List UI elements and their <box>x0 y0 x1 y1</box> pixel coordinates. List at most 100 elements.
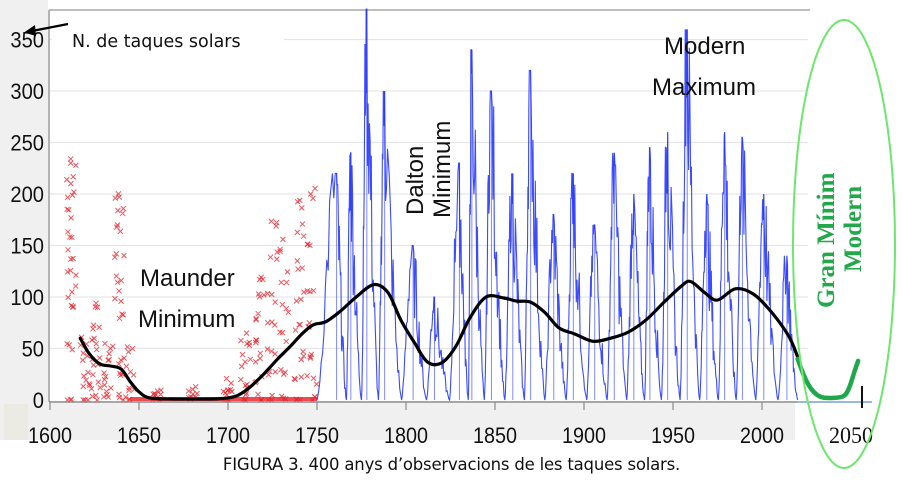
observation-marker <box>120 312 127 318</box>
observation-marker <box>264 290 271 297</box>
observation-marker <box>90 362 97 368</box>
observation-marker <box>73 162 79 169</box>
monthly-line <box>316 8 799 402</box>
x-tick-label: 1600 <box>28 423 72 448</box>
observation-marker <box>67 267 74 274</box>
observation-marker <box>220 388 227 395</box>
observation-marker <box>185 388 192 394</box>
observation-marker <box>247 356 254 363</box>
observation-markers <box>63 156 320 403</box>
observation-marker <box>283 338 290 345</box>
annotation-maunder-line2: Minimum <box>138 306 235 333</box>
observation-marker <box>258 274 265 281</box>
observation-marker <box>243 330 250 336</box>
observation-marker <box>102 340 108 347</box>
observation-marker <box>101 382 108 388</box>
observation-marker <box>106 356 112 363</box>
observation-marker <box>255 391 261 398</box>
observation-marker <box>280 236 286 243</box>
observation-marker <box>225 387 232 393</box>
observation-marker <box>67 156 74 162</box>
observation-marker <box>238 337 244 344</box>
observation-marker <box>115 207 121 214</box>
observation-marker <box>294 229 301 236</box>
observation-marker <box>69 289 75 295</box>
observation-marker <box>310 195 316 202</box>
observation-marker <box>126 385 133 391</box>
observation-marker <box>89 337 95 343</box>
observation-marker <box>284 268 291 275</box>
observation-marker <box>80 373 87 379</box>
observation-marker <box>299 221 306 227</box>
observation-marker <box>298 205 305 211</box>
observation-marker <box>106 350 112 357</box>
observation-marker <box>283 279 290 286</box>
observation-marker <box>123 363 130 370</box>
observation-marker <box>85 369 91 376</box>
observation-marker <box>300 348 306 355</box>
observation-marker <box>298 296 304 303</box>
x-tick-label: 1850 <box>473 423 517 448</box>
observation-marker <box>304 241 311 248</box>
observation-marker <box>117 372 124 379</box>
smoothed-series <box>78 279 800 401</box>
observation-marker <box>269 319 275 325</box>
observation-marker <box>100 393 107 400</box>
observation-marker <box>116 288 122 294</box>
observation-marker <box>273 256 280 263</box>
observation-marker <box>80 350 87 357</box>
observation-marker <box>298 374 305 380</box>
observation-marker <box>102 373 109 380</box>
observation-marker <box>255 291 262 297</box>
monthly-series <box>316 8 799 402</box>
x-tick-label: 1950 <box>651 423 695 448</box>
projection-series <box>795 356 861 401</box>
observation-marker <box>239 351 246 358</box>
observation-marker <box>83 377 89 383</box>
observation-marker <box>273 223 280 229</box>
observation-marker <box>67 234 73 240</box>
observation-marker <box>277 248 283 255</box>
arrow-icon <box>24 22 69 36</box>
x-tick-label: 1900 <box>562 423 606 448</box>
observation-marker <box>253 315 259 322</box>
observation-marker <box>67 160 74 167</box>
observation-marker <box>64 269 71 275</box>
observation-marker <box>268 291 275 298</box>
observation-marker <box>112 195 119 202</box>
projection-line <box>795 356 861 401</box>
x-tick-label: 1800 <box>384 423 428 448</box>
observation-marker <box>223 375 230 382</box>
observation-marker <box>257 355 263 362</box>
observation-marker <box>244 381 250 388</box>
observation-marker <box>238 363 245 370</box>
observation-marker <box>285 309 292 316</box>
observation-marker <box>115 191 122 197</box>
observation-marker <box>68 215 74 221</box>
observation-marker <box>93 346 100 353</box>
observation-marker <box>244 340 250 347</box>
observation-marker <box>65 246 71 253</box>
observation-marker <box>65 294 71 301</box>
observation-marker <box>96 355 103 361</box>
observation-marker <box>113 273 120 279</box>
x-tick-labels: 1600 1650 1700 1750 1800 1850 1900 1950 2000 2050 <box>28 423 873 448</box>
observation-marker <box>310 375 317 382</box>
observation-marker <box>118 357 124 363</box>
observation-marker <box>292 327 299 333</box>
observation-marker <box>307 191 314 197</box>
observation-marker <box>313 381 320 388</box>
observation-marker <box>294 258 301 264</box>
x-tick-label: 2050 <box>829 423 873 448</box>
observation-marker <box>72 283 79 289</box>
observation-marker <box>307 353 314 360</box>
observation-marker <box>103 388 110 395</box>
observation-marker <box>282 369 289 376</box>
observation-marker <box>129 345 136 352</box>
observation-marker <box>70 303 76 310</box>
observation-marker <box>94 304 101 311</box>
observation-marker <box>278 366 284 373</box>
observation-marker <box>237 376 244 383</box>
observation-marker <box>189 386 196 393</box>
